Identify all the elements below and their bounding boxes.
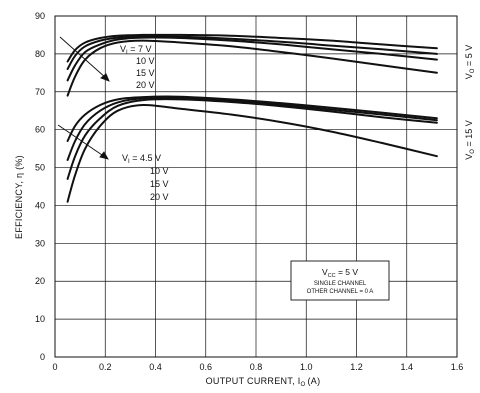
vo5-vi-labels: VI = 7 V 10 V 15 V 20 V [120,44,155,90]
grid [55,16,457,357]
annotation-arrows [57,36,110,160]
x-tick-label: 0.6 [199,362,212,372]
y-tick-label: 90 [35,11,45,21]
efficiency-curve-vo5-4 [66,39,438,97]
y-axis-title: EFFICIENCY, η (%) [14,155,24,239]
x-tick-label: 0.4 [149,362,162,372]
vo15-vi-label-3: 15 V [150,179,169,189]
x-tick-label: 0 [52,362,57,372]
efficiency-curve-vo5-3 [66,36,438,82]
conditions-box: VCC = 5 V SINGLE CHANNEL OTHER CHANNEL =… [290,260,390,301]
x-tick-label: 0.2 [99,362,112,372]
x-axis-title-subscript: O [301,382,306,388]
conditions-single-channel: SINGLE CHANNEL [314,281,367,287]
arrow-vo15 [57,124,106,158]
vo15-vi-label-4: 20 V [150,192,169,202]
efficiency-curve-vo5-2 [66,35,438,70]
y-tick-label: 30 [35,238,45,248]
y-tick-label: 10 [35,314,45,324]
y-tick-label: 50 [35,163,45,173]
vo15-series-label: VO = 15 V [464,120,476,159]
vo5-vi-label-4: 20 V [136,80,155,90]
x-tick-label: 0.8 [250,362,263,372]
y-tick-label: 70 [35,87,45,97]
tick-labels: 0 0.2 0.4 0.6 0.8 1.0 1.2 1.4 1.6 0 10 20 30 40 50 60 70… [35,11,463,372]
y-tick-label: 80 [35,49,45,59]
curves [66,33,438,203]
y-tick-label: 60 [35,125,45,135]
vo5-series-label: VO = 5 V [464,45,476,79]
plot-frame [54,15,458,358]
efficiency-curve-vo15-1 [66,95,438,142]
x-tick-label: 1.0 [300,362,313,372]
x-axis-title: OUTPUT CURRENT, IO (A) [206,376,321,388]
conditions-box-frame [290,260,390,301]
conditions-other-channel: OTHER CHANNEL = 0 A [307,289,374,295]
efficiency-curve-vo15-3 [66,98,438,180]
arrow-vo5-head [100,73,110,82]
efficiency-curve-vo15-4 [66,103,438,203]
arrow-vo15-head [99,151,109,160]
vo15-vi-labels: VI = 4.5 V 10 V 15 V 20 V [122,153,169,202]
x-tick-label: 1.2 [350,362,363,372]
vo15-vi-label-2: 10 V [150,166,169,176]
y-tick-label: 40 [35,200,45,210]
y-tick-label: 20 [35,276,45,286]
x-tick-label: 1.6 [451,362,464,372]
y-tick-label: 0 [40,352,45,362]
vo5-vi-label-3: 15 V [136,68,155,78]
arrow-vo5 [59,36,107,79]
efficiency-curve-vo5-1 [66,33,438,63]
vo5-vi-label-2: 10 V [136,56,155,66]
vo5-vi-label-1: VI = 7 V [120,44,151,56]
conditions-vcc: VCC = 5 V [322,267,358,279]
efficiency-curve-vo15-2 [66,96,438,161]
x-tick-label: 1.4 [400,362,413,372]
vo15-vi-label-1: VI = 4.5 V [122,153,161,165]
